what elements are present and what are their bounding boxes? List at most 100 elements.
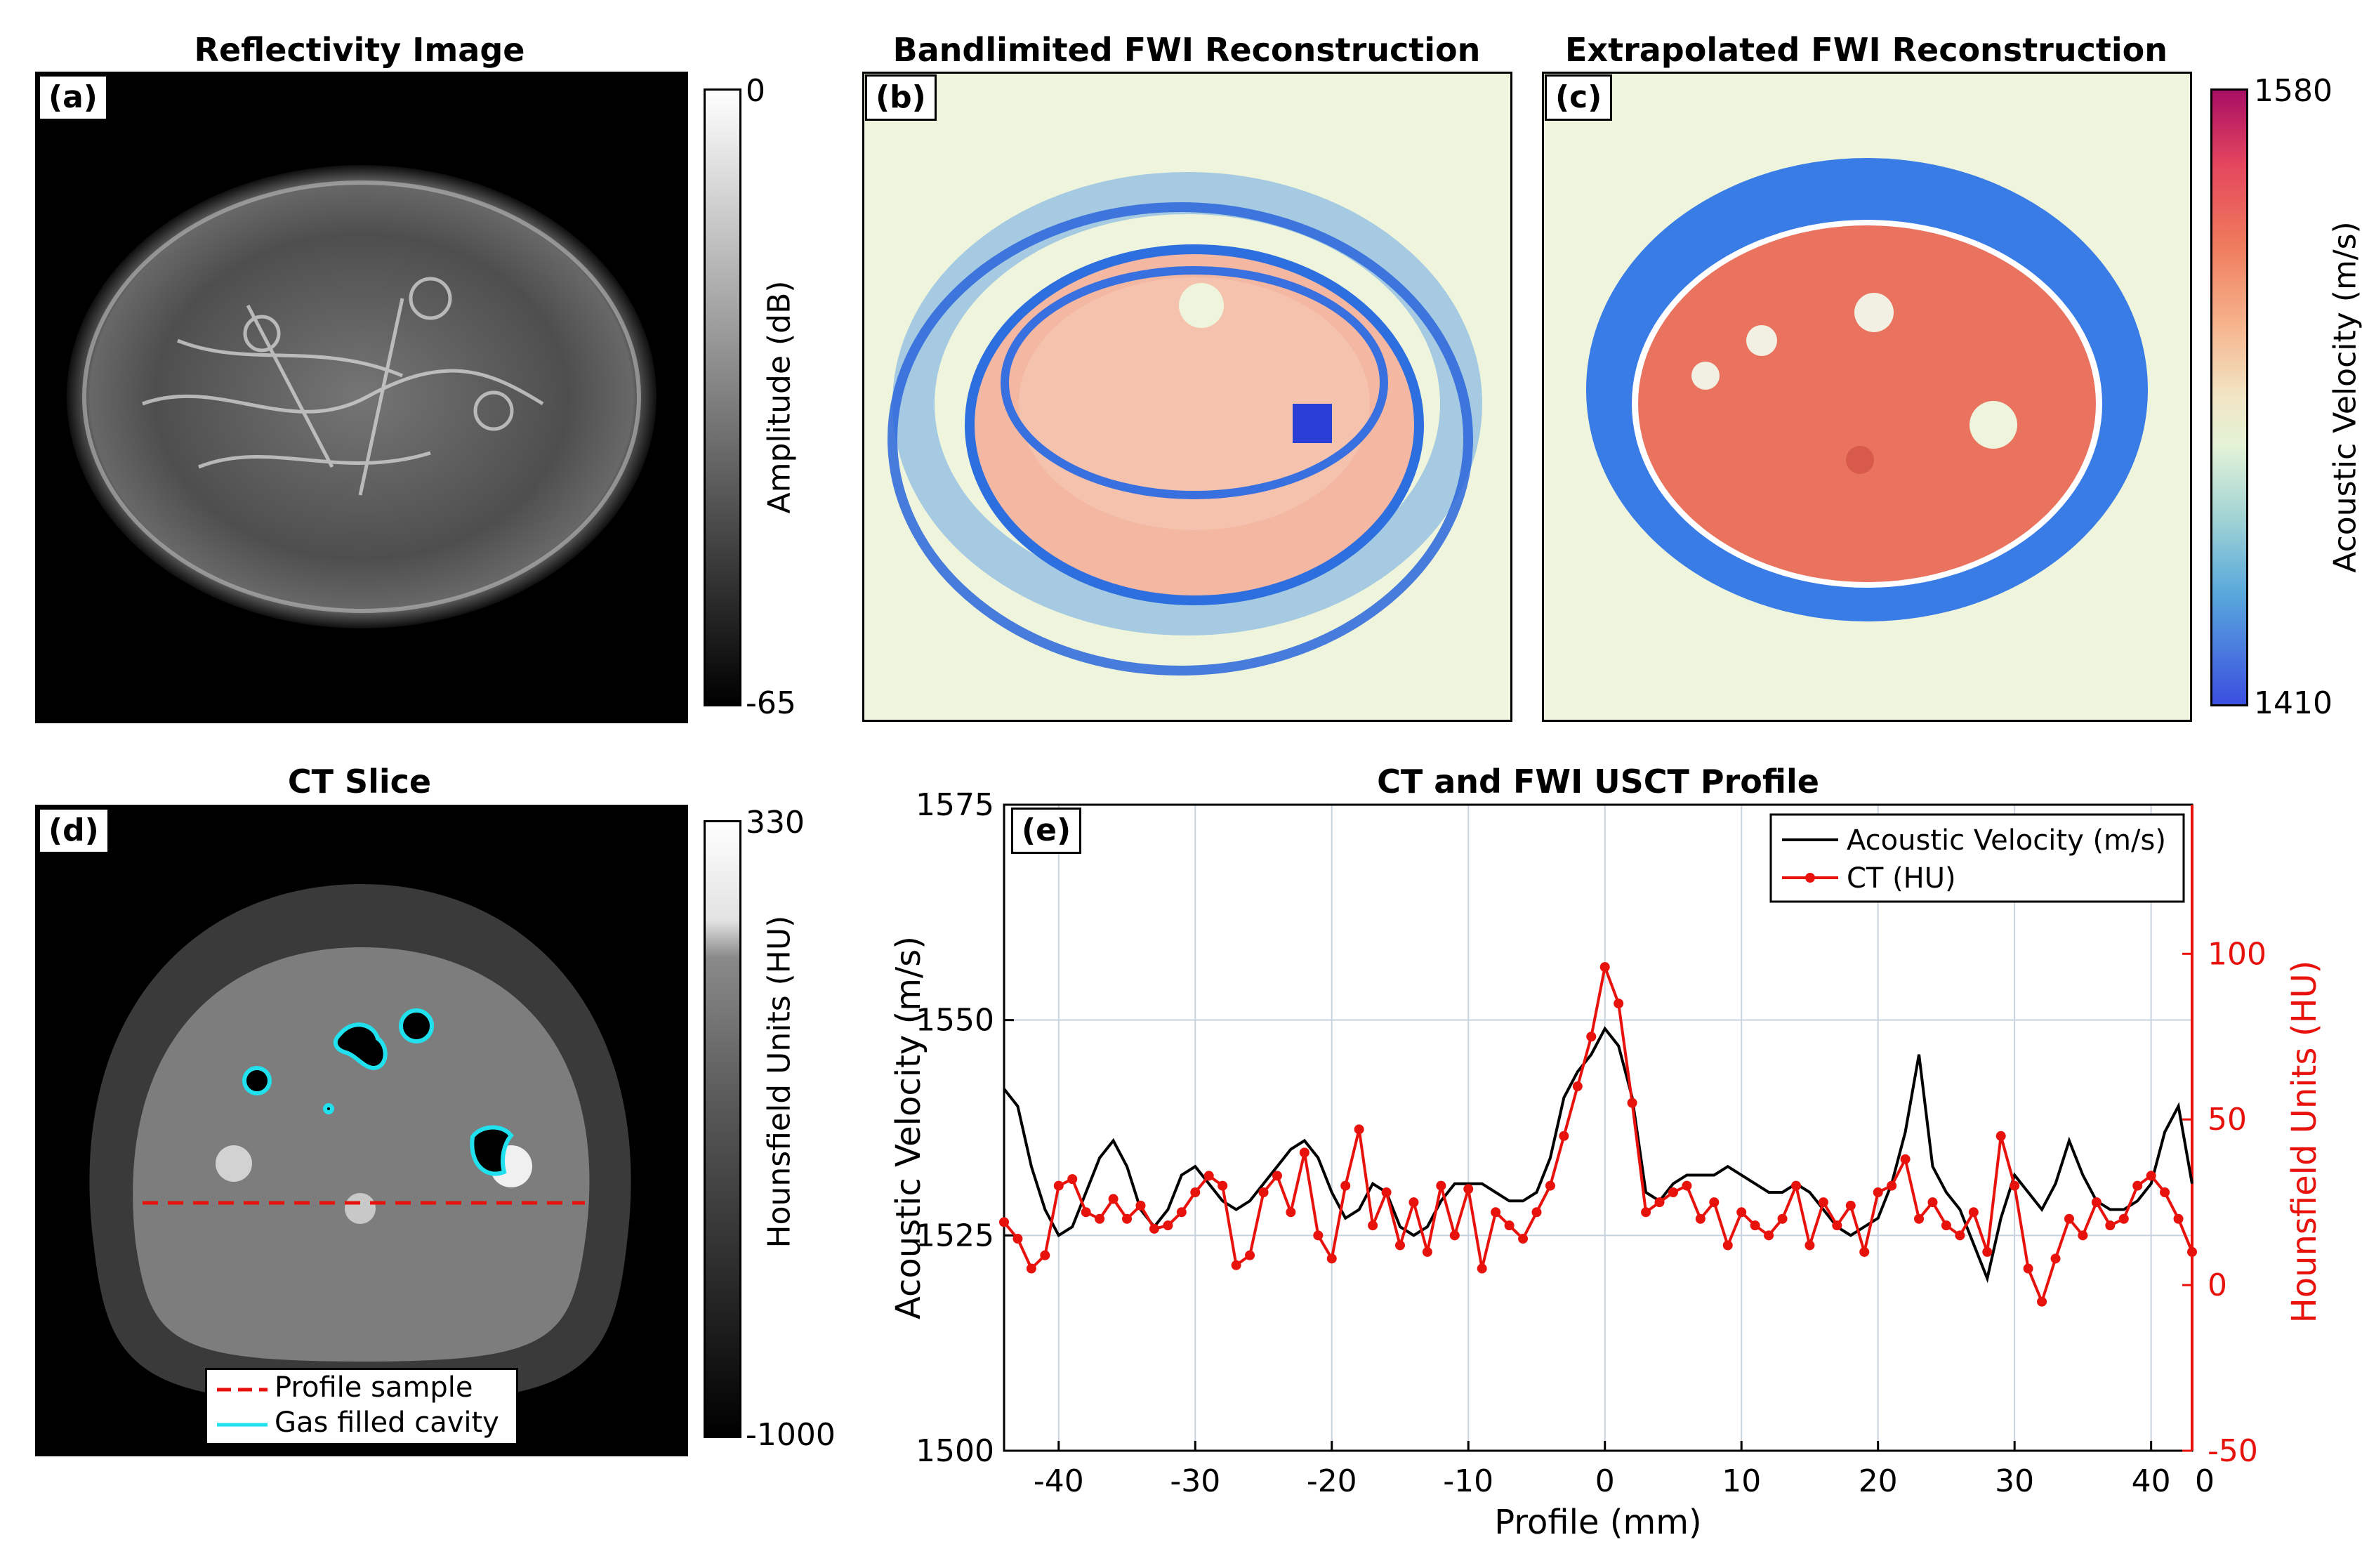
panel-a-title: Reflectivity Image: [194, 31, 525, 69]
ct-series-point: [1408, 1197, 1419, 1208]
chart-legend: [1769, 813, 2185, 903]
ct-series-point: [1395, 1240, 1405, 1251]
ct-series-point: [2132, 1180, 2143, 1191]
x-axis-label: Profile (mm): [1494, 1503, 1701, 1542]
ct-series-point: [1258, 1187, 1269, 1197]
hounsfield-colorbar-max: 330: [746, 805, 805, 841]
x-tick-label: -40: [1034, 1463, 1084, 1499]
ct-series-point: [1040, 1250, 1050, 1260]
y2-tick-label: 50: [2208, 1102, 2247, 1138]
x-tick-label-extra: 0: [2195, 1463, 2215, 1499]
ct-series-point: [1163, 1220, 1173, 1231]
ct-series-point: [1053, 1180, 1064, 1191]
ct-series-point: [1599, 962, 1610, 973]
ct-series-point: [1176, 1207, 1187, 1218]
ct-series-point: [1845, 1200, 1856, 1211]
x-tick-label: 30: [1995, 1463, 2034, 1499]
ct-series-point: [1354, 1124, 1364, 1135]
extrapolated-fwi-graphic: [1586, 158, 2148, 621]
panel-a-label: (a): [38, 74, 108, 121]
legend-velocity-label: Acoustic Velocity (m/s): [1847, 824, 2166, 857]
ct-series-point: [1245, 1250, 1255, 1260]
bandlimited-fwi-graphic: [888, 172, 1482, 676]
y-axis-label: Acoustic Velocity (m/s): [889, 936, 928, 1319]
panel-c-label: (c): [1545, 74, 1613, 121]
ct-series-point: [1095, 1213, 1105, 1224]
panel-c-title: Extrapolated FWI Reconstruction: [1565, 31, 2168, 69]
ct-series-point: [1941, 1220, 1951, 1231]
ct-series-point: [1654, 1197, 1665, 1208]
amplitude-colorbar: [704, 88, 741, 706]
ct-series-point: [1149, 1223, 1159, 1234]
ct-series-point: [1477, 1263, 1487, 1274]
ct-series-point: [1545, 1180, 1555, 1191]
ct-series-point: [1326, 1253, 1337, 1264]
ct-series-point: [2078, 1230, 2088, 1241]
y-tick-label: 1525: [916, 1218, 994, 1253]
ct-series-point: [1026, 1263, 1036, 1274]
ct-series-point: [1218, 1180, 1228, 1191]
ct-legend-swatches: [217, 1388, 268, 1427]
ct-series-point: [1586, 1032, 1597, 1042]
y2-tick-label: 100: [2208, 936, 2267, 972]
legend-gas-cavity: Gas filled cavity: [275, 1406, 499, 1439]
x-tick-label: 20: [1859, 1463, 1898, 1499]
profile-chart: -40 -30 -20 -10 0 10 20 30 40 0 1500 1525 1550 1575 -5…: [889, 787, 2324, 1542]
ct-series-point: [1067, 1174, 1078, 1185]
ct-series-point: [1668, 1187, 1678, 1197]
ct-series-point: [1982, 1246, 1993, 1257]
ct-series-point: [1286, 1207, 1296, 1218]
ct-series-point: [2187, 1246, 2197, 1257]
panel-d-title: CT Slice: [287, 763, 432, 801]
ct-series-point: [1832, 1220, 1842, 1231]
panel-d-label: (d): [38, 808, 110, 854]
bandlimited-fwi-image: [862, 72, 1512, 722]
ct-series-point: [1272, 1171, 1282, 1181]
ct-series-point: [2105, 1220, 2116, 1231]
ct-slice-image: [35, 805, 688, 1456]
ct-legend: Profile sample Gas filled cavity: [205, 1368, 518, 1445]
ct-series-point: [1299, 1147, 1309, 1158]
ct-series-point: [1531, 1207, 1542, 1218]
ct-series-point: [1887, 1180, 1897, 1191]
ct-series-point: [1504, 1220, 1515, 1231]
ct-series-point: [1641, 1207, 1651, 1218]
x-tick-label: -20: [1307, 1463, 1357, 1499]
velocity-colorbar: [2210, 88, 2248, 706]
ct-series-point: [1231, 1260, 1241, 1270]
velocity-colorbar-max: 1580: [2254, 73, 2333, 109]
velocity-colorbar-label: Acoustic Velocity (m/s): [2327, 221, 2362, 573]
velocity-colorbar-min: 1410: [2254, 685, 2333, 721]
panel-b-title: Bandlimited FWI Reconstruction: [892, 31, 1481, 69]
y-tick-label: 1500: [916, 1433, 994, 1469]
gas-cavity-outlines: [242, 1008, 514, 1176]
ct-slice-graphic: [89, 884, 631, 1404]
x-tick-label: 10: [1722, 1463, 1761, 1499]
ct-series-point: [2037, 1296, 2047, 1307]
y-tick-label: 1575: [916, 787, 994, 823]
ct-series-point: [1190, 1187, 1201, 1197]
ct-series-point: [1818, 1197, 1828, 1208]
x-tick-label: 0: [1595, 1463, 1615, 1499]
ct-series-point: [1012, 1234, 1023, 1244]
x-tick-label: -30: [1170, 1463, 1220, 1499]
y-tick-label: 1550: [916, 1003, 994, 1039]
ct-series-point: [2064, 1213, 2074, 1224]
ct-series-point: [1368, 1220, 1378, 1231]
ct-series-point: [1313, 1230, 1324, 1241]
velocity-series-line: [1003, 1026, 2193, 1284]
ct-series-point: [1463, 1184, 1474, 1194]
ct-series-point: [1572, 1081, 1583, 1092]
ct-series-point: [1381, 1187, 1392, 1197]
ct-series-point: [1682, 1180, 1692, 1191]
reflectivity-image: [35, 72, 688, 723]
ct-series-point: [1900, 1154, 1911, 1164]
ct-series-point: [2010, 1180, 2020, 1191]
ct-series-point: [1203, 1171, 1214, 1181]
ct-series-point: [2160, 1187, 2170, 1197]
ct-series-point: [1709, 1197, 1720, 1208]
legend-ct-label: CT (HU): [1847, 862, 1956, 895]
ct-series-point: [999, 1217, 1009, 1227]
ct-series-point: [1135, 1200, 1146, 1211]
ct-series-point: [1108, 1194, 1119, 1204]
